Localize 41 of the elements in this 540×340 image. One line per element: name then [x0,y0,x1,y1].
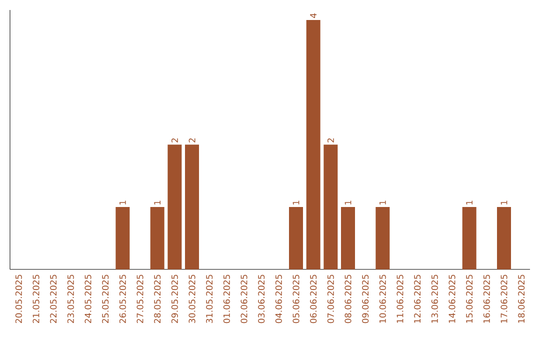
data-label: 1 [344,200,352,204]
data-label: 1 [154,200,160,204]
data-label: 4 [310,13,316,18]
x-tick-label: 05.06.2025 [292,274,300,324]
x-tick-label: 04.06.2025 [275,274,282,324]
x-tick-label: 21.05.2025 [32,274,40,324]
x-tick-label: 22.05.2025 [50,274,57,324]
x-tick-label: 23.05.2025 [67,274,74,324]
x-tick-label: 08.06.2025 [344,274,352,324]
x-tick-label: 14.06.2025 [448,274,456,323]
data-label: 2 [327,138,334,142]
data-label: 1 [292,200,300,204]
data-label: 1 [466,200,472,204]
x-tick-label: 13.06.2025 [431,274,438,323]
x-tick-label: 15.06.2025 [466,274,473,323]
data-label: 1 [120,200,126,204]
x-tick-label: 06.06.2025 [310,274,317,324]
x-tick-label: 07.06.2025 [327,274,334,324]
x-tick-label: 18.06.2025 [518,274,525,323]
x-tick-label: 27.05.2025 [136,274,144,324]
x-tick-label: 31.05.2025 [206,274,213,323]
data-label: 2 [188,138,196,142]
x-tick-label: 12.06.2025 [414,274,421,323]
x-tick-label: 03.06.2025 [258,274,265,324]
x-tick-label: 28.05.2025 [154,274,161,324]
data-label: 1 [500,200,508,204]
data-label: 2 [171,138,178,142]
x-tick-label: 30.05.2025 [188,274,196,323]
x-tick-label: 26.05.2025 [119,274,126,324]
x-tick-label: 09.06.2025 [362,274,369,324]
x-tick-label: 29.05.2025 [171,274,178,324]
x-tick-label: 01.06.2025 [223,274,230,324]
x-tick-label: 11.06.2025 [396,274,404,323]
x-tick-label: 20.05.2025 [15,274,22,324]
data-label: 1 [380,200,386,204]
x-tick-label: 16.06.2025 [483,274,490,323]
x-tick-label: 10.06.2025 [379,274,386,323]
x-tick-label: 17.06.2025 [500,274,508,323]
x-tick-label: 25.05.2025 [102,274,109,324]
x-tick-label: 02.06.2025 [240,274,248,324]
x-tick-label: 24.05.2025 [84,274,92,324]
